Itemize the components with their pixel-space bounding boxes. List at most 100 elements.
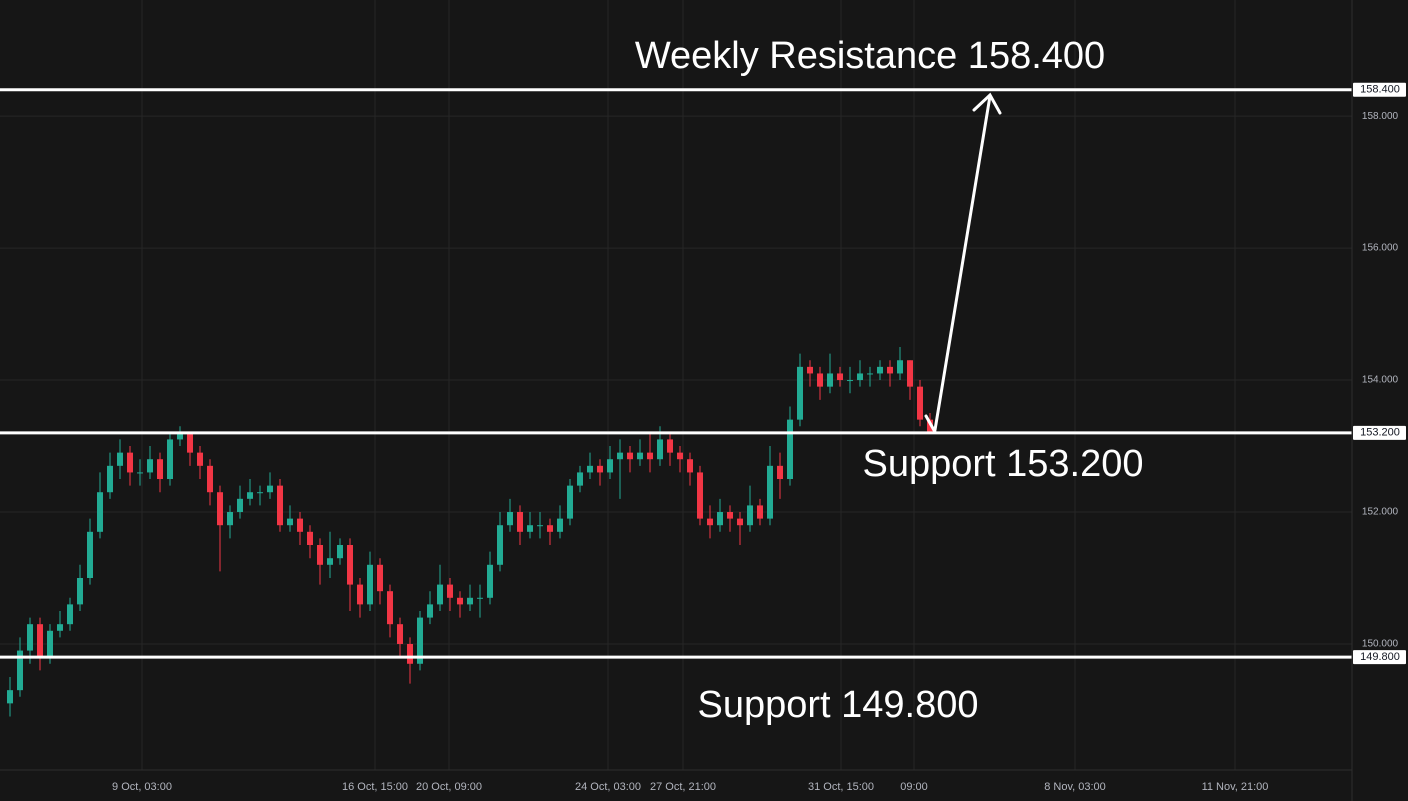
price-tag-label: 158.400 (1360, 84, 1400, 96)
candle-body (907, 360, 913, 387)
candle-body (887, 366, 893, 374)
x-tick-label: 8 Nov, 03:00 (1044, 781, 1106, 793)
candle-body (877, 366, 883, 374)
y-tick-label: 158.000 (1362, 111, 1399, 122)
candle-body (737, 518, 743, 526)
candle-body (717, 512, 723, 526)
price-tag (1353, 425, 1406, 440)
candle-body (817, 373, 823, 387)
candle-body (367, 564, 373, 605)
candle-body (547, 525, 553, 532)
candle-body (707, 518, 713, 526)
levels: Weekly Resistance 158.400 Support 153.200… (0, 35, 1352, 726)
candle-body (777, 465, 783, 480)
candle-body (497, 525, 503, 565)
candle-body (657, 439, 663, 460)
candle-body (257, 492, 263, 494)
candle-body (227, 512, 233, 526)
arrow (924, 92, 1002, 434)
candle-body (457, 597, 463, 605)
candle-body (747, 505, 753, 526)
candle-body (837, 373, 843, 381)
candle-body (677, 452, 683, 460)
candle-body (757, 505, 763, 519)
candle-body (567, 485, 573, 519)
candle-body (27, 624, 33, 651)
candle-body (507, 512, 513, 526)
price-tag-label: 149.800 (1360, 651, 1400, 663)
candle-body (537, 525, 543, 527)
candle-body (137, 472, 143, 474)
candle-body (787, 419, 793, 480)
candle-body (77, 577, 83, 605)
candle-body (267, 485, 273, 493)
price-tag (1353, 82, 1406, 97)
candle-body (437, 584, 443, 605)
grid (0, 0, 1352, 770)
x-tick-label: 16 Oct, 15:00 (342, 781, 408, 793)
candle-body (637, 452, 643, 460)
candle-body (327, 558, 333, 565)
candle-body (157, 459, 163, 480)
candle-body (917, 386, 923, 420)
candle-body (347, 545, 353, 585)
candle-body (87, 531, 93, 578)
candle-body (287, 518, 293, 526)
candle-body (377, 564, 383, 592)
arrow-head (972, 92, 1002, 115)
candle-body (397, 624, 403, 644)
candle-body (477, 597, 483, 599)
candle-body (727, 512, 733, 519)
candle-body (847, 380, 853, 382)
candle-body (127, 452, 133, 473)
candle-body (827, 373, 833, 387)
y-tick-label: 150.000 (1362, 639, 1399, 650)
arrow-shaft (933, 94, 992, 432)
candle-body (467, 597, 473, 605)
candle-body (617, 452, 623, 460)
candle-body (167, 439, 173, 480)
candle-body (517, 512, 523, 532)
candle-body (67, 604, 73, 625)
candles (7, 347, 933, 717)
x-tick-label: 20 Oct, 09:00 (416, 781, 482, 793)
axes: 150.000 152.000 154.000 156.000 158.000 9 Oct… (112, 82, 1406, 793)
candle-body (527, 525, 533, 532)
candle-body (117, 452, 123, 466)
candle-body (577, 472, 583, 486)
candle-body (197, 452, 203, 466)
arrow-tail (924, 414, 937, 434)
x-tick-label: 31 Oct, 15:00 (808, 781, 874, 793)
candle-body (647, 452, 653, 460)
candle-body (447, 584, 453, 598)
price-tag (1353, 650, 1406, 665)
candle-body (17, 650, 23, 691)
candle-body (107, 465, 113, 493)
candle-body (597, 465, 603, 473)
candle-body (897, 360, 903, 374)
price-tag-label: 153.200 (1360, 427, 1400, 439)
level-annotation: Weekly Resistance 158.400 (635, 35, 1105, 77)
candle-body (487, 564, 493, 598)
candle-body (697, 472, 703, 519)
candle-body (57, 624, 63, 631)
candle-body (807, 366, 813, 374)
x-tick-label: 11 Nov, 21:00 (1202, 781, 1269, 793)
x-tick-label: 09:00 (900, 781, 928, 793)
candle-body (797, 366, 803, 420)
candle-body (557, 518, 563, 532)
level-annotation: Support 149.800 (697, 684, 978, 726)
candle-body (857, 373, 863, 381)
candle-body (37, 624, 43, 658)
candle-body (407, 643, 413, 664)
level-annotation: Support 153.200 (862, 443, 1143, 485)
candle-body (207, 465, 213, 493)
candle-body (97, 492, 103, 532)
x-tick-label: 24 Oct, 03:00 (575, 781, 641, 793)
candle-body (337, 545, 343, 559)
candle-body (277, 485, 283, 526)
candle-body (297, 518, 303, 532)
